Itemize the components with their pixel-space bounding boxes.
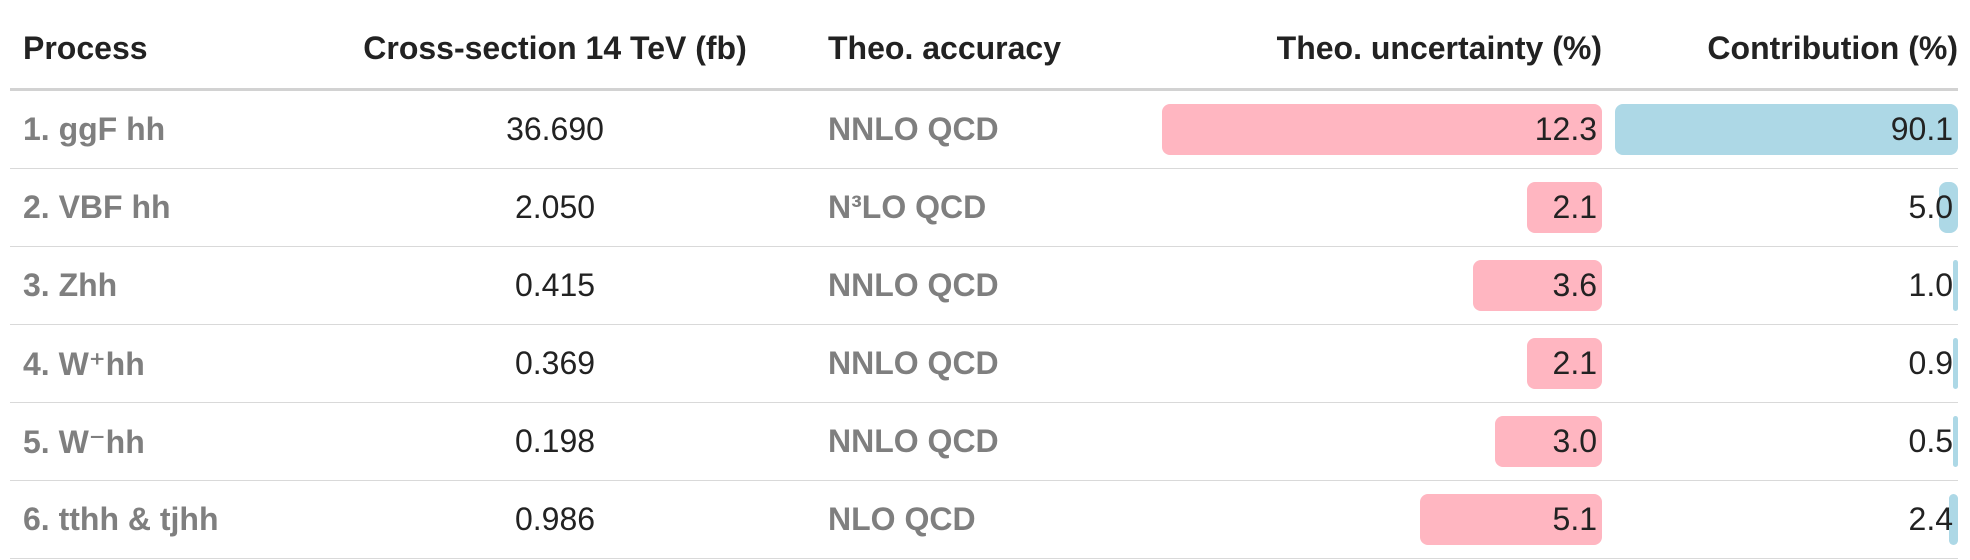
header-contribution: Contribution (%) <box>1615 0 1958 92</box>
process-cell: 3. Zhh <box>23 247 323 324</box>
process-cell: 5. W⁻hh <box>23 403 323 480</box>
uncertainty-value: 12.3 <box>1535 91 1597 168</box>
header-row: Process Cross-section 14 TeV (fb) Theo. … <box>10 0 1958 91</box>
table-row: 3. Zhh 0.415 NNLO QCD 3.6 1.0 <box>10 247 1958 325</box>
uncertainty-value: 2.1 <box>1553 325 1597 402</box>
table-row: 4. W⁺hh 0.369 NNLO QCD 2.1 0.9 <box>10 325 1958 403</box>
uncertainty-cell: 12.3 <box>1162 91 1602 168</box>
accuracy-cell: NNLO QCD <box>828 403 1128 480</box>
table-row: 6. tthh & tjhh 0.986 NLO QCD 5.1 2.4 <box>10 481 1958 559</box>
uncertainty-cell: 2.1 <box>1162 169 1602 246</box>
contribution-cell: 5.0 <box>1615 169 1958 246</box>
process-cell: 4. W⁺hh <box>23 325 323 402</box>
table-body: 1. ggF hh 36.690 NNLO QCD 12.3 90.1 2. VBF hh… <box>10 91 1958 559</box>
process-cell: 1. ggF hh <box>23 91 323 168</box>
contribution-value: 2.4 <box>1909 481 1953 558</box>
contribution-bar <box>1953 416 1958 467</box>
header-process: Process <box>23 0 323 92</box>
uncertainty-cell: 2.1 <box>1162 325 1602 402</box>
contribution-value: 90.1 <box>1891 91 1953 168</box>
accuracy-cell: NNLO QCD <box>828 91 1128 168</box>
contribution-cell: 90.1 <box>1615 91 1958 168</box>
header-uncertainty: Theo. uncertainty (%) <box>1162 0 1602 92</box>
accuracy-cell: NNLO QCD <box>828 325 1128 402</box>
accuracy-cell: NLO QCD <box>828 481 1128 558</box>
contribution-value: 1.0 <box>1909 247 1953 324</box>
cross-section-cell: 0.198 <box>330 403 780 480</box>
contribution-value: 0.5 <box>1909 403 1953 480</box>
uncertainty-cell: 3.6 <box>1162 247 1602 324</box>
contribution-value: 0.9 <box>1909 325 1953 402</box>
uncertainty-value: 3.6 <box>1553 247 1597 324</box>
contribution-cell: 0.5 <box>1615 403 1958 480</box>
uncertainty-value: 3.0 <box>1553 403 1597 480</box>
contribution-value: 5.0 <box>1909 169 1953 246</box>
contribution-bar <box>1953 260 1958 311</box>
uncertainty-cell: 5.1 <box>1162 481 1602 558</box>
uncertainty-cell: 3.0 <box>1162 403 1602 480</box>
cross-section-cell: 0.415 <box>330 247 780 324</box>
uncertainty-value: 2.1 <box>1553 169 1597 246</box>
process-cell: 6. tthh & tjhh <box>23 481 323 558</box>
table-row: 5. W⁻hh 0.198 NNLO QCD 3.0 0.5 <box>10 403 1958 481</box>
contribution-cell: 2.4 <box>1615 481 1958 558</box>
header-cross-section: Cross-section 14 TeV (fb) <box>330 0 780 92</box>
contribution-cell: 1.0 <box>1615 247 1958 324</box>
cross-section-cell: 0.986 <box>330 481 780 558</box>
contribution-bar <box>1953 338 1958 389</box>
data-table: Process Cross-section 14 TeV (fb) Theo. … <box>10 0 1958 559</box>
process-cell: 2. VBF hh <box>23 169 323 246</box>
cross-section-cell: 0.369 <box>330 325 780 402</box>
header-accuracy: Theo. accuracy <box>828 0 1128 92</box>
contribution-cell: 0.9 <box>1615 325 1958 402</box>
table-row: 1. ggF hh 36.690 NNLO QCD 12.3 90.1 <box>10 91 1958 169</box>
accuracy-cell: N³LO QCD <box>828 169 1128 246</box>
cross-section-cell: 36.690 <box>330 91 780 168</box>
cross-section-cell: 2.050 <box>330 169 780 246</box>
uncertainty-value: 5.1 <box>1553 481 1597 558</box>
table-row: 2. VBF hh 2.050 N³LO QCD 2.1 5.0 <box>10 169 1958 247</box>
accuracy-cell: NNLO QCD <box>828 247 1128 324</box>
